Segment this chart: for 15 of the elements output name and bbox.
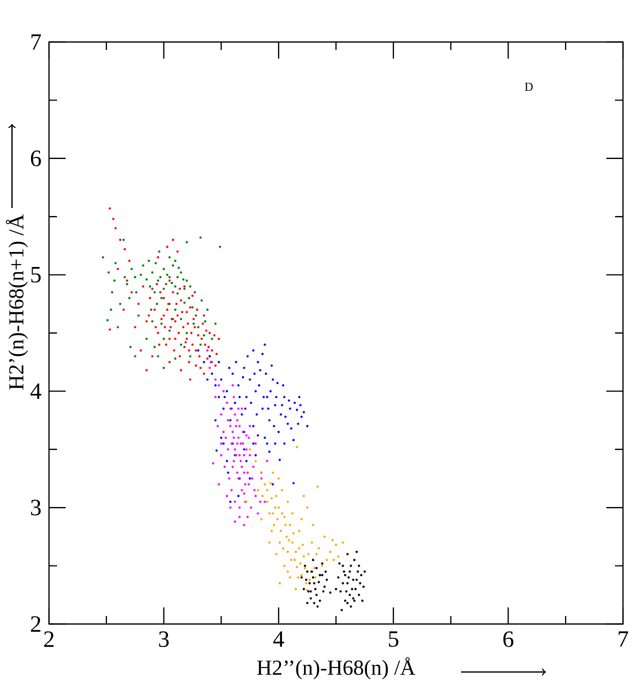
y-axis-title: H2’(n)-H68(n+1) /Å: [6, 214, 28, 390]
x-tick-label: 4: [273, 631, 284, 647]
y-tick-label: 7: [32, 34, 41, 50]
x-tick-label: 2: [44, 631, 54, 647]
x-tick-label: 3: [159, 631, 169, 648]
x-tick-label: 6: [503, 631, 514, 648]
annotation: D: [524, 82, 533, 91]
x-tick-label: 5: [388, 631, 398, 647]
x-tick-label: 7: [618, 631, 628, 647]
y-tick-label: 3: [31, 500, 41, 516]
x-axis-title: H2’’(n)-H68(n) /Å: [257, 657, 416, 680]
y-tick-label: 6: [30, 150, 41, 166]
y-tick-label: 4: [30, 384, 42, 399]
y-tick-label: 2: [30, 616, 40, 632]
y-tick-label: 5: [31, 267, 41, 283]
